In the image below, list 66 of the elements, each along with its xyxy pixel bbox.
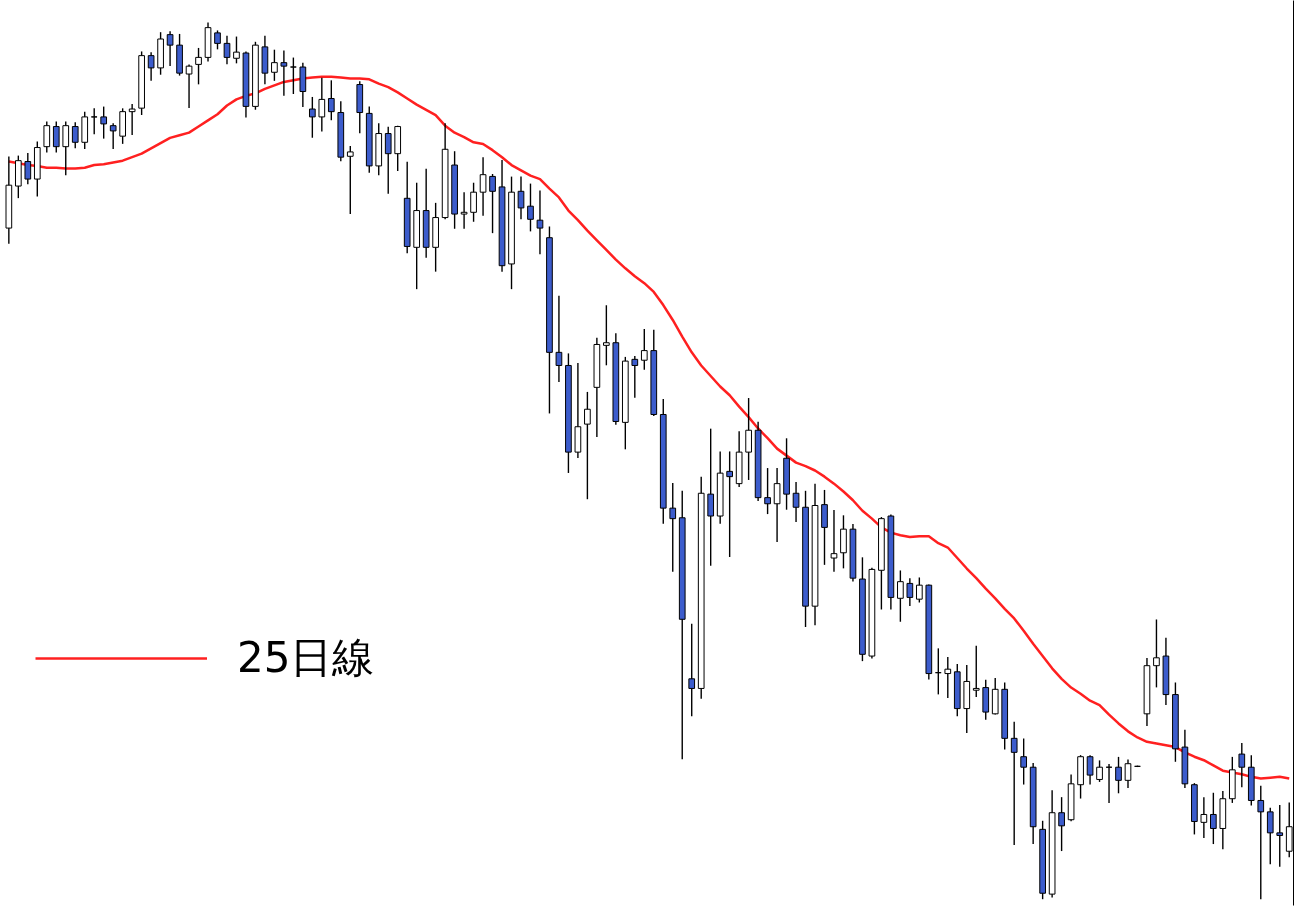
candlestick <box>1153 619 1160 688</box>
candlestick <box>603 305 610 366</box>
candlestick <box>1096 760 1103 782</box>
candlestick <box>536 190 544 255</box>
candlestick <box>764 468 771 515</box>
candlestick <box>1020 738 1028 785</box>
candlestick <box>489 173 496 234</box>
candlestick <box>479 157 487 216</box>
candlestick <box>688 623 696 717</box>
candlestick <box>972 645 980 698</box>
candlestick <box>318 77 326 132</box>
candlestick <box>1010 721 1018 845</box>
candlestick <box>470 182 477 222</box>
candlestick <box>821 489 828 565</box>
candlestick <box>185 64 193 108</box>
candlestick <box>195 47 202 85</box>
candlestick <box>944 657 952 698</box>
candlestick <box>62 121 70 176</box>
candlestick <box>669 482 677 572</box>
candlestick <box>223 35 231 65</box>
candlestick <box>527 183 534 232</box>
candlestick <box>290 57 297 94</box>
candlestick <box>517 176 525 220</box>
candlestick <box>1276 805 1284 867</box>
candlestick <box>773 468 781 543</box>
candlestick <box>555 295 563 382</box>
candlestick <box>631 356 639 398</box>
candlestick <box>1210 792 1217 845</box>
candlestick <box>1058 797 1065 852</box>
candlestick <box>906 578 914 606</box>
candlestick <box>830 510 838 572</box>
candlestick <box>726 451 733 557</box>
candlestick <box>43 121 51 153</box>
candlestick <box>90 108 98 135</box>
candlestick <box>745 398 752 480</box>
candlestick <box>916 577 923 603</box>
candlestick <box>460 192 468 229</box>
candlestick <box>271 49 278 81</box>
candlestick <box>100 106 108 139</box>
candlestick <box>233 36 240 64</box>
candlestick <box>384 126 392 194</box>
candlestick <box>792 482 800 522</box>
candlestick <box>640 328 648 370</box>
candlestick <box>1086 755 1094 785</box>
legend-label: 25日線 <box>237 632 375 684</box>
candlestick <box>52 121 60 153</box>
candlestick <box>1124 759 1132 789</box>
candlestick <box>1257 785 1265 900</box>
candlestick <box>128 103 136 136</box>
candlestick <box>1266 807 1274 865</box>
candlestick <box>24 152 32 185</box>
candlestick <box>166 31 174 66</box>
candlestick <box>1200 797 1208 838</box>
candlestick <box>346 145 354 214</box>
candlestick <box>840 515 847 569</box>
candlestick <box>1115 756 1122 794</box>
candlestick <box>309 96 316 138</box>
candlestick <box>109 123 117 150</box>
candlestick <box>327 80 335 121</box>
candlestick <box>1238 742 1246 788</box>
candlestick <box>280 50 288 96</box>
candlestick <box>147 52 155 81</box>
candlestick <box>584 391 591 500</box>
candlestick <box>897 570 904 622</box>
candlestick <box>707 428 715 566</box>
candlestick <box>71 122 79 149</box>
